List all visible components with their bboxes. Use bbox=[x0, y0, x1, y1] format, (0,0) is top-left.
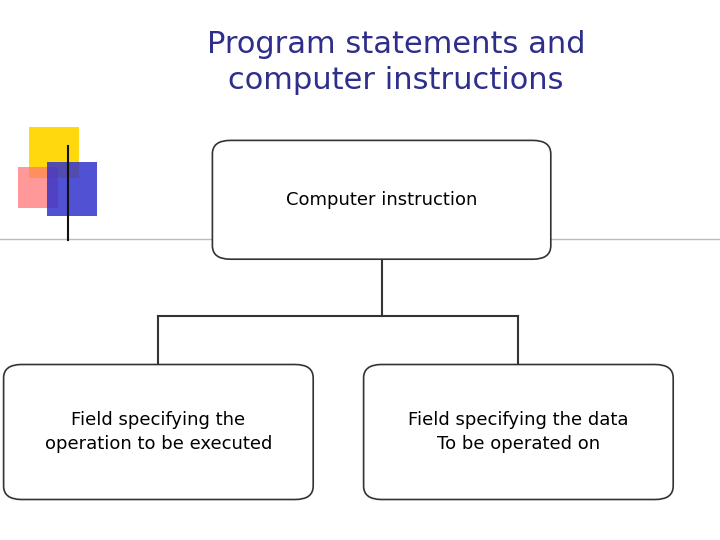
Text: Computer instruction: Computer instruction bbox=[286, 191, 477, 209]
FancyBboxPatch shape bbox=[47, 162, 97, 216]
Text: Program statements and
computer instructions: Program statements and computer instruct… bbox=[207, 30, 585, 94]
FancyBboxPatch shape bbox=[29, 127, 79, 178]
FancyBboxPatch shape bbox=[18, 167, 58, 208]
FancyBboxPatch shape bbox=[212, 140, 551, 259]
FancyBboxPatch shape bbox=[4, 364, 313, 500]
Text: Field specifying the data
To be operated on: Field specifying the data To be operated… bbox=[408, 411, 629, 453]
Text: Field specifying the
operation to be executed: Field specifying the operation to be exe… bbox=[45, 411, 272, 453]
FancyBboxPatch shape bbox=[364, 364, 673, 500]
